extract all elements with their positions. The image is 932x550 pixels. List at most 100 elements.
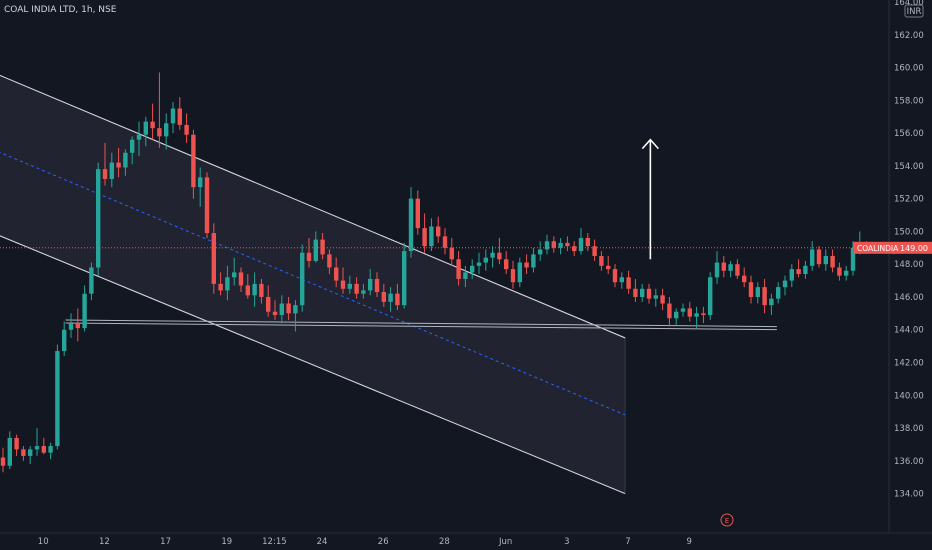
candle xyxy=(136,121,142,157)
candle xyxy=(204,172,210,238)
overlay-layer: COALINDIA 149.00 E xyxy=(0,138,932,527)
candle-body xyxy=(551,241,556,248)
time-tick-label: 7 xyxy=(625,537,630,547)
price-tick-label: 162.00 xyxy=(894,31,924,41)
candle xyxy=(381,283,386,307)
candle xyxy=(368,269,373,296)
candle-body xyxy=(89,267,94,294)
price-tick-label: 140.00 xyxy=(894,391,924,401)
candle xyxy=(646,283,652,304)
candle-body xyxy=(395,293,400,306)
candle-body xyxy=(388,293,393,302)
channel-lower-line xyxy=(0,235,626,495)
earnings-marker-icon[interactable] xyxy=(720,513,734,527)
candle xyxy=(769,293,774,315)
candle-body xyxy=(762,287,767,306)
candle xyxy=(776,282,781,304)
candle xyxy=(572,241,577,256)
candle-body xyxy=(721,262,726,271)
candle xyxy=(490,246,495,268)
price-badge-value: 149.00 xyxy=(900,244,928,253)
candle xyxy=(143,116,148,147)
candle-body xyxy=(225,277,230,291)
candle-body xyxy=(837,267,842,276)
candle xyxy=(442,228,448,255)
candle xyxy=(844,265,849,281)
candle xyxy=(286,296,291,320)
candle xyxy=(796,259,801,278)
candle-body xyxy=(422,228,427,247)
channel-upper-line xyxy=(0,74,626,339)
candle xyxy=(123,149,128,176)
candle xyxy=(266,285,271,317)
candle xyxy=(456,251,461,286)
candle-body xyxy=(769,298,774,306)
candle xyxy=(157,72,162,148)
current-price-badge[interactable] xyxy=(853,241,932,254)
time-axis[interactable]: 10 12 17 19 12:15 24 26 28 Jun 3 7 9 xyxy=(0,532,932,547)
candle-body xyxy=(558,242,563,248)
candle xyxy=(606,256,611,275)
candle-body xyxy=(470,265,475,273)
candle xyxy=(279,295,284,324)
candle-body xyxy=(293,305,298,314)
candle xyxy=(415,190,420,235)
candle-body xyxy=(164,123,169,137)
price-axis[interactable]: 134.00 136.00 138.00 140.00 142.00 144.00 146.… xyxy=(888,0,924,533)
candle-body xyxy=(109,162,114,179)
candle-body xyxy=(48,446,53,453)
price-tick-label: 136.00 xyxy=(894,457,924,467)
candle xyxy=(198,167,203,207)
candle-body xyxy=(286,303,291,314)
candle xyxy=(354,277,359,299)
candle xyxy=(823,249,828,271)
candle-body xyxy=(572,246,577,252)
candle xyxy=(164,113,169,150)
candle xyxy=(633,278,638,302)
candle xyxy=(429,218,434,252)
candle xyxy=(232,257,237,286)
time-tick-label: 19 xyxy=(221,537,232,547)
candle xyxy=(748,275,754,304)
candle-body xyxy=(415,198,420,229)
candle-body xyxy=(653,295,658,299)
candle-body xyxy=(320,239,325,255)
candle-body xyxy=(374,278,380,293)
candle xyxy=(109,152,114,188)
candle-body xyxy=(130,139,135,153)
candle-body xyxy=(735,264,740,276)
price-tick-label: 150.00 xyxy=(894,227,924,237)
candle-body xyxy=(252,283,257,296)
candle xyxy=(544,234,550,255)
candle-body xyxy=(816,249,822,265)
candle xyxy=(708,272,713,320)
candle-body xyxy=(449,247,454,260)
candle-body xyxy=(803,265,808,275)
candle-body xyxy=(714,262,720,278)
candle-body xyxy=(402,251,407,306)
candle xyxy=(755,282,760,304)
currency-badge[interactable] xyxy=(904,4,924,18)
candle-body xyxy=(796,269,801,275)
candle-body xyxy=(510,269,516,283)
candle-body xyxy=(191,134,196,188)
candle-body xyxy=(585,237,590,247)
candle-body xyxy=(279,303,284,315)
candle-body xyxy=(136,134,142,140)
candle-body xyxy=(245,285,250,296)
candle xyxy=(82,285,87,332)
candle-body xyxy=(177,108,182,125)
candle xyxy=(225,265,230,301)
candle xyxy=(660,288,665,311)
candle xyxy=(245,274,250,299)
candle xyxy=(238,267,244,293)
candle xyxy=(130,136,135,165)
candle xyxy=(721,256,726,278)
candle-body xyxy=(517,262,522,283)
earnings-marker-label: E xyxy=(725,517,729,525)
price-tick-label: 148.00 xyxy=(894,260,924,270)
candle xyxy=(34,428,40,456)
candle xyxy=(14,434,19,456)
time-tick-label: 28 xyxy=(439,537,450,547)
